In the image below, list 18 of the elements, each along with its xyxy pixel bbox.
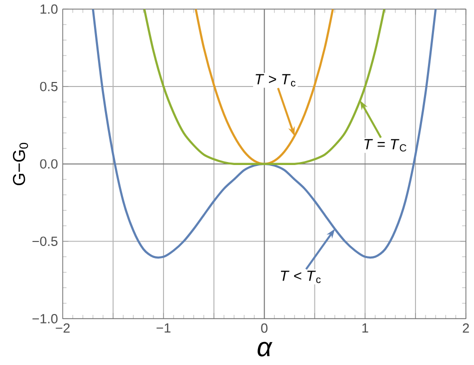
y-tick-label: −1.0 — [32, 314, 58, 324]
x-tick-label: −2 — [56, 323, 70, 332]
annotation: T = T$_{C}$ — [364, 138, 406, 152]
x-tick-label: 2 — [462, 323, 469, 332]
x-axis-title: α — [258, 342, 272, 356]
x-tick-label: 1 — [362, 323, 368, 332]
y-tick-label: −0.5 — [32, 236, 58, 246]
y-axis-title: G−G$_{0}$ — [12, 142, 28, 185]
annotation: T < T$_{c}$ — [280, 270, 321, 283]
x-tick-label: 0 — [261, 323, 268, 333]
y-tick-label: 0.5 — [40, 82, 58, 91]
line-series — [92, 8, 437, 258]
y-tick-label: 0.0 — [40, 158, 58, 168]
line-series — [143, 8, 386, 165]
x-tick-label: −1 — [156, 323, 170, 332]
y-tick-label: 1.0 — [40, 4, 58, 14]
line-series — [194, 8, 334, 165]
annotation: T > T$_{c}$ — [256, 74, 296, 86]
